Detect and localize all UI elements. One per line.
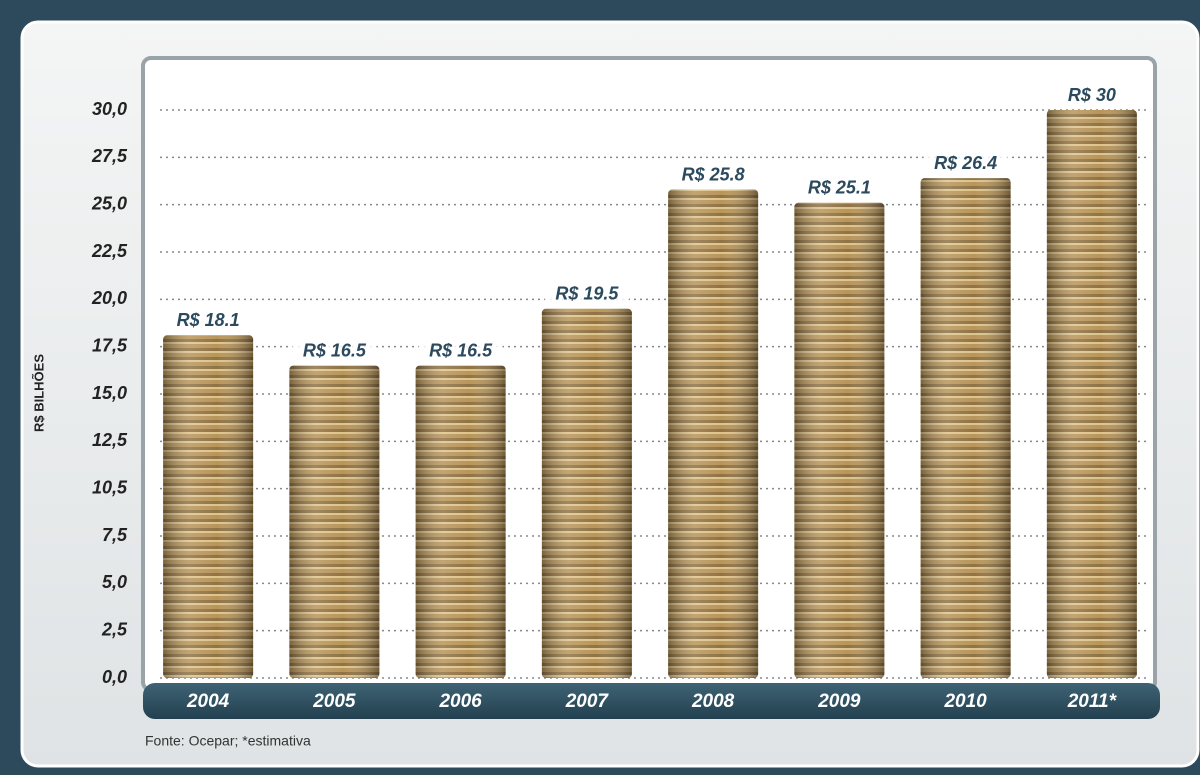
value-label: R$ 19.5 bbox=[555, 284, 619, 304]
value-label-box bbox=[166, 310, 251, 333]
x-tick-label: 2005 bbox=[312, 691, 356, 712]
y-tick-label: 7,5 bbox=[102, 525, 128, 545]
y-tick-label: 27,5 bbox=[91, 146, 128, 166]
value-label-box bbox=[797, 177, 882, 200]
y-tick-label: 15,0 bbox=[92, 383, 127, 403]
value-label: R$ 16.5 bbox=[303, 340, 367, 360]
value-label: R$ 26.4 bbox=[934, 153, 997, 173]
value-label: R$ 25.8 bbox=[682, 164, 745, 184]
y-tick-label: 22,5 bbox=[91, 241, 128, 261]
value-label: R$ 25.1 bbox=[808, 178, 871, 198]
source-note: Fonte: Ocepar; *estimativa bbox=[145, 733, 311, 749]
bar bbox=[289, 365, 380, 678]
x-tick-label: 2006 bbox=[438, 691, 482, 712]
value-label-box bbox=[1049, 85, 1134, 107]
y-tick-label: 5,0 bbox=[102, 572, 127, 592]
bar bbox=[920, 178, 1011, 678]
x-tick-label: 2004 bbox=[186, 691, 230, 712]
bar bbox=[1046, 110, 1137, 678]
y-axis-label: R$ BILHÕES bbox=[31, 354, 46, 432]
y-tick-label: 17,5 bbox=[92, 335, 128, 355]
value-label: R$ 30 bbox=[1068, 85, 1116, 105]
x-tick-label: 2008 bbox=[691, 691, 735, 712]
y-tick-label: 12,5 bbox=[92, 430, 128, 450]
y-tick-label: 0,0 bbox=[102, 667, 127, 687]
x-tick-label: 2007 bbox=[565, 691, 610, 712]
value-label-box bbox=[418, 340, 503, 363]
bar bbox=[163, 335, 254, 678]
y-tick-label: 20,0 bbox=[91, 288, 127, 308]
y-tick-label: 25,0 bbox=[91, 193, 127, 213]
y-tick-label: 30,0 bbox=[92, 99, 127, 119]
bar bbox=[541, 308, 632, 678]
value-label-box bbox=[923, 153, 1008, 176]
x-tick-label: 2009 bbox=[817, 691, 861, 712]
bar bbox=[668, 189, 759, 678]
y-tick-label: 10,5 bbox=[92, 477, 128, 497]
value-label-box bbox=[544, 283, 629, 306]
x-tick-label: 2011* bbox=[1067, 691, 1118, 712]
category-band bbox=[143, 683, 1160, 719]
value-label-box bbox=[671, 164, 756, 187]
value-label-box bbox=[292, 340, 377, 363]
value-label: R$ 18.1 bbox=[177, 310, 240, 330]
bar bbox=[794, 202, 885, 679]
bar bbox=[415, 365, 506, 678]
x-tick-label: 2010 bbox=[943, 691, 987, 712]
y-tick-label: 2,5 bbox=[101, 619, 128, 639]
value-label: R$ 16.5 bbox=[429, 340, 493, 360]
